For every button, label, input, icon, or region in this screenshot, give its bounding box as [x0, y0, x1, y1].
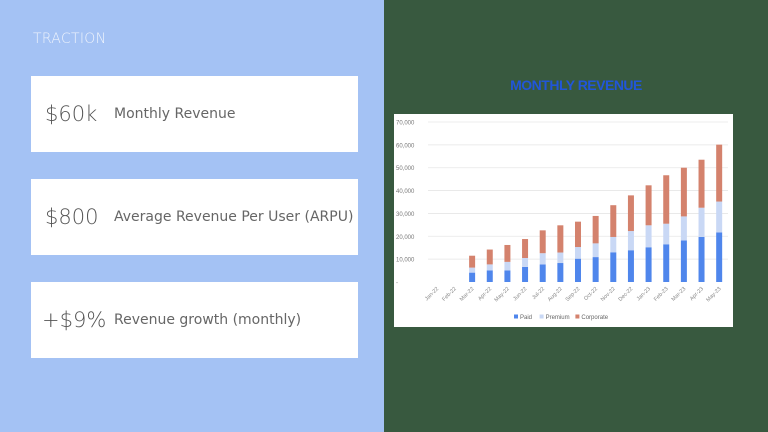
- bar-segment-corporate: [486, 249, 493, 265]
- y-tick-label: 10,000: [396, 258, 415, 264]
- x-tick-label: Jan-23: [636, 286, 652, 302]
- x-tick-label: Apr-22: [477, 286, 493, 302]
- y-tick-label: -: [396, 281, 398, 287]
- bar-segment-corporate: [575, 221, 581, 248]
- metric-card-revenue-growth: +$9% Revenue growth (monthly): [31, 282, 358, 358]
- bar-segment-premium: [698, 207, 705, 237]
- bar-segment-premium: [522, 258, 529, 267]
- bar-segment-paid: [522, 266, 529, 282]
- bar-segment-corporate: [469, 255, 476, 268]
- bar-segment-corporate: [504, 244, 511, 262]
- x-tick-label: Nov-22: [600, 286, 617, 303]
- x-tick-label: Mar-23: [671, 286, 688, 303]
- x-tick-label: May-22: [494, 286, 511, 303]
- x-tick-label: Aug-22: [547, 286, 564, 303]
- legend-label: Corporate: [581, 315, 608, 321]
- metric-label: Monthly Revenue: [114, 106, 236, 122]
- x-tick-label: Apr-23: [689, 286, 705, 302]
- bar-segment-premium: [557, 252, 564, 264]
- y-tick-label: 30,000: [396, 212, 415, 218]
- bar-segment-corporate: [627, 195, 634, 232]
- bar-segment-premium: [486, 264, 493, 271]
- x-tick-label: Jan-22: [424, 286, 440, 302]
- bar-segment-corporate: [610, 205, 617, 237]
- y-tick-label: 70,000: [396, 121, 415, 127]
- metric-card-arpu: $800 Average Revenue Per User (ARPU): [31, 179, 358, 255]
- bar-segment-corporate: [557, 225, 564, 253]
- x-tick-label: May-23: [705, 286, 722, 303]
- x-tick-label: Jun-22: [512, 286, 528, 302]
- revenue-chart: - 10,000 20,000 30,000 40,000 50,000 60,000 70,…: [394, 114, 733, 327]
- bar-segment-paid: [645, 247, 652, 282]
- bar-segment-premium: [627, 231, 634, 251]
- bar-segment-corporate: [698, 159, 705, 208]
- bar-segment-premium: [575, 247, 581, 259]
- bar-segment-paid: [575, 258, 581, 282]
- bar-segment-corporate: [645, 185, 652, 226]
- x-tick-label: Oct-22: [583, 286, 599, 302]
- bar-segment-premium: [663, 223, 670, 245]
- x-tick-label: Dec-22: [618, 286, 635, 303]
- bar-segment-premium: [610, 236, 617, 253]
- bar-segment-paid: [698, 236, 705, 282]
- bar-segment-premium: [592, 243, 599, 258]
- bar-segment-premium: [716, 201, 723, 233]
- bar-segment-corporate: [716, 144, 723, 202]
- bar-segment-premium: [645, 225, 652, 248]
- y-tick-label: 50,000: [396, 166, 415, 172]
- bar-segment-corporate: [522, 239, 529, 258]
- y-tick-label: 40,000: [396, 189, 415, 195]
- metric-label: Average Revenue Per User (ARPU): [114, 209, 354, 225]
- bar-segment-paid: [680, 240, 687, 282]
- bar-segment-paid: [469, 272, 476, 282]
- bar-segment-premium: [539, 253, 546, 265]
- bar-segment-paid: [504, 270, 511, 282]
- metric-label: Revenue growth (monthly): [114, 312, 302, 328]
- y-tick-label: 60,000: [396, 143, 415, 149]
- bar-segment-paid: [663, 244, 670, 282]
- metric-value: +$9%: [42, 308, 107, 332]
- section-title: TRACTION: [33, 31, 107, 47]
- x-tick-label: Jul-22: [531, 286, 546, 301]
- bar-segment-premium: [469, 267, 476, 273]
- metric-value: $800: [45, 205, 99, 229]
- bar-segment-paid: [716, 232, 723, 282]
- metric-value: $60k: [45, 102, 98, 126]
- x-tick-label: Feb-22: [441, 286, 458, 303]
- bar-segment-corporate: [680, 167, 687, 217]
- bar-segment-premium: [680, 216, 687, 241]
- bar-segment-paid: [557, 263, 564, 282]
- bar-segment-corporate: [663, 175, 670, 224]
- legend-swatch-corporate: [575, 314, 580, 319]
- bar-segment-paid: [539, 264, 546, 282]
- bar-segment-paid: [592, 257, 599, 282]
- x-tick-label: Feb-23: [653, 286, 670, 303]
- legend-label: Premium: [546, 315, 570, 321]
- bar-segment-corporate: [539, 230, 546, 254]
- y-tick-label: 20,000: [396, 235, 415, 241]
- stacked-bar-chart: - 10,000 20,000 30,000 40,000 50,000 60,000 70,…: [396, 121, 728, 321]
- x-tick-label: Mar-22: [459, 286, 476, 303]
- chart-title: MONTHLY REVENUE: [510, 77, 642, 93]
- traction-panel: TRACTION $60k Monthly Revenue $800 Avera…: [0, 0, 384, 432]
- legend-swatch-paid: [514, 314, 518, 319]
- bar-segment-paid: [610, 252, 617, 282]
- metric-card-monthly-revenue: $60k Monthly Revenue: [31, 76, 358, 152]
- bar-segment-corporate: [592, 215, 599, 244]
- bar-segment-paid: [486, 270, 493, 282]
- legend-label: Paid: [520, 315, 532, 321]
- legend-swatch-premium: [539, 314, 544, 319]
- x-tick-label: Sep-22: [565, 286, 582, 303]
- bar-segment-premium: [504, 261, 511, 271]
- bar-segment-paid: [627, 250, 634, 282]
